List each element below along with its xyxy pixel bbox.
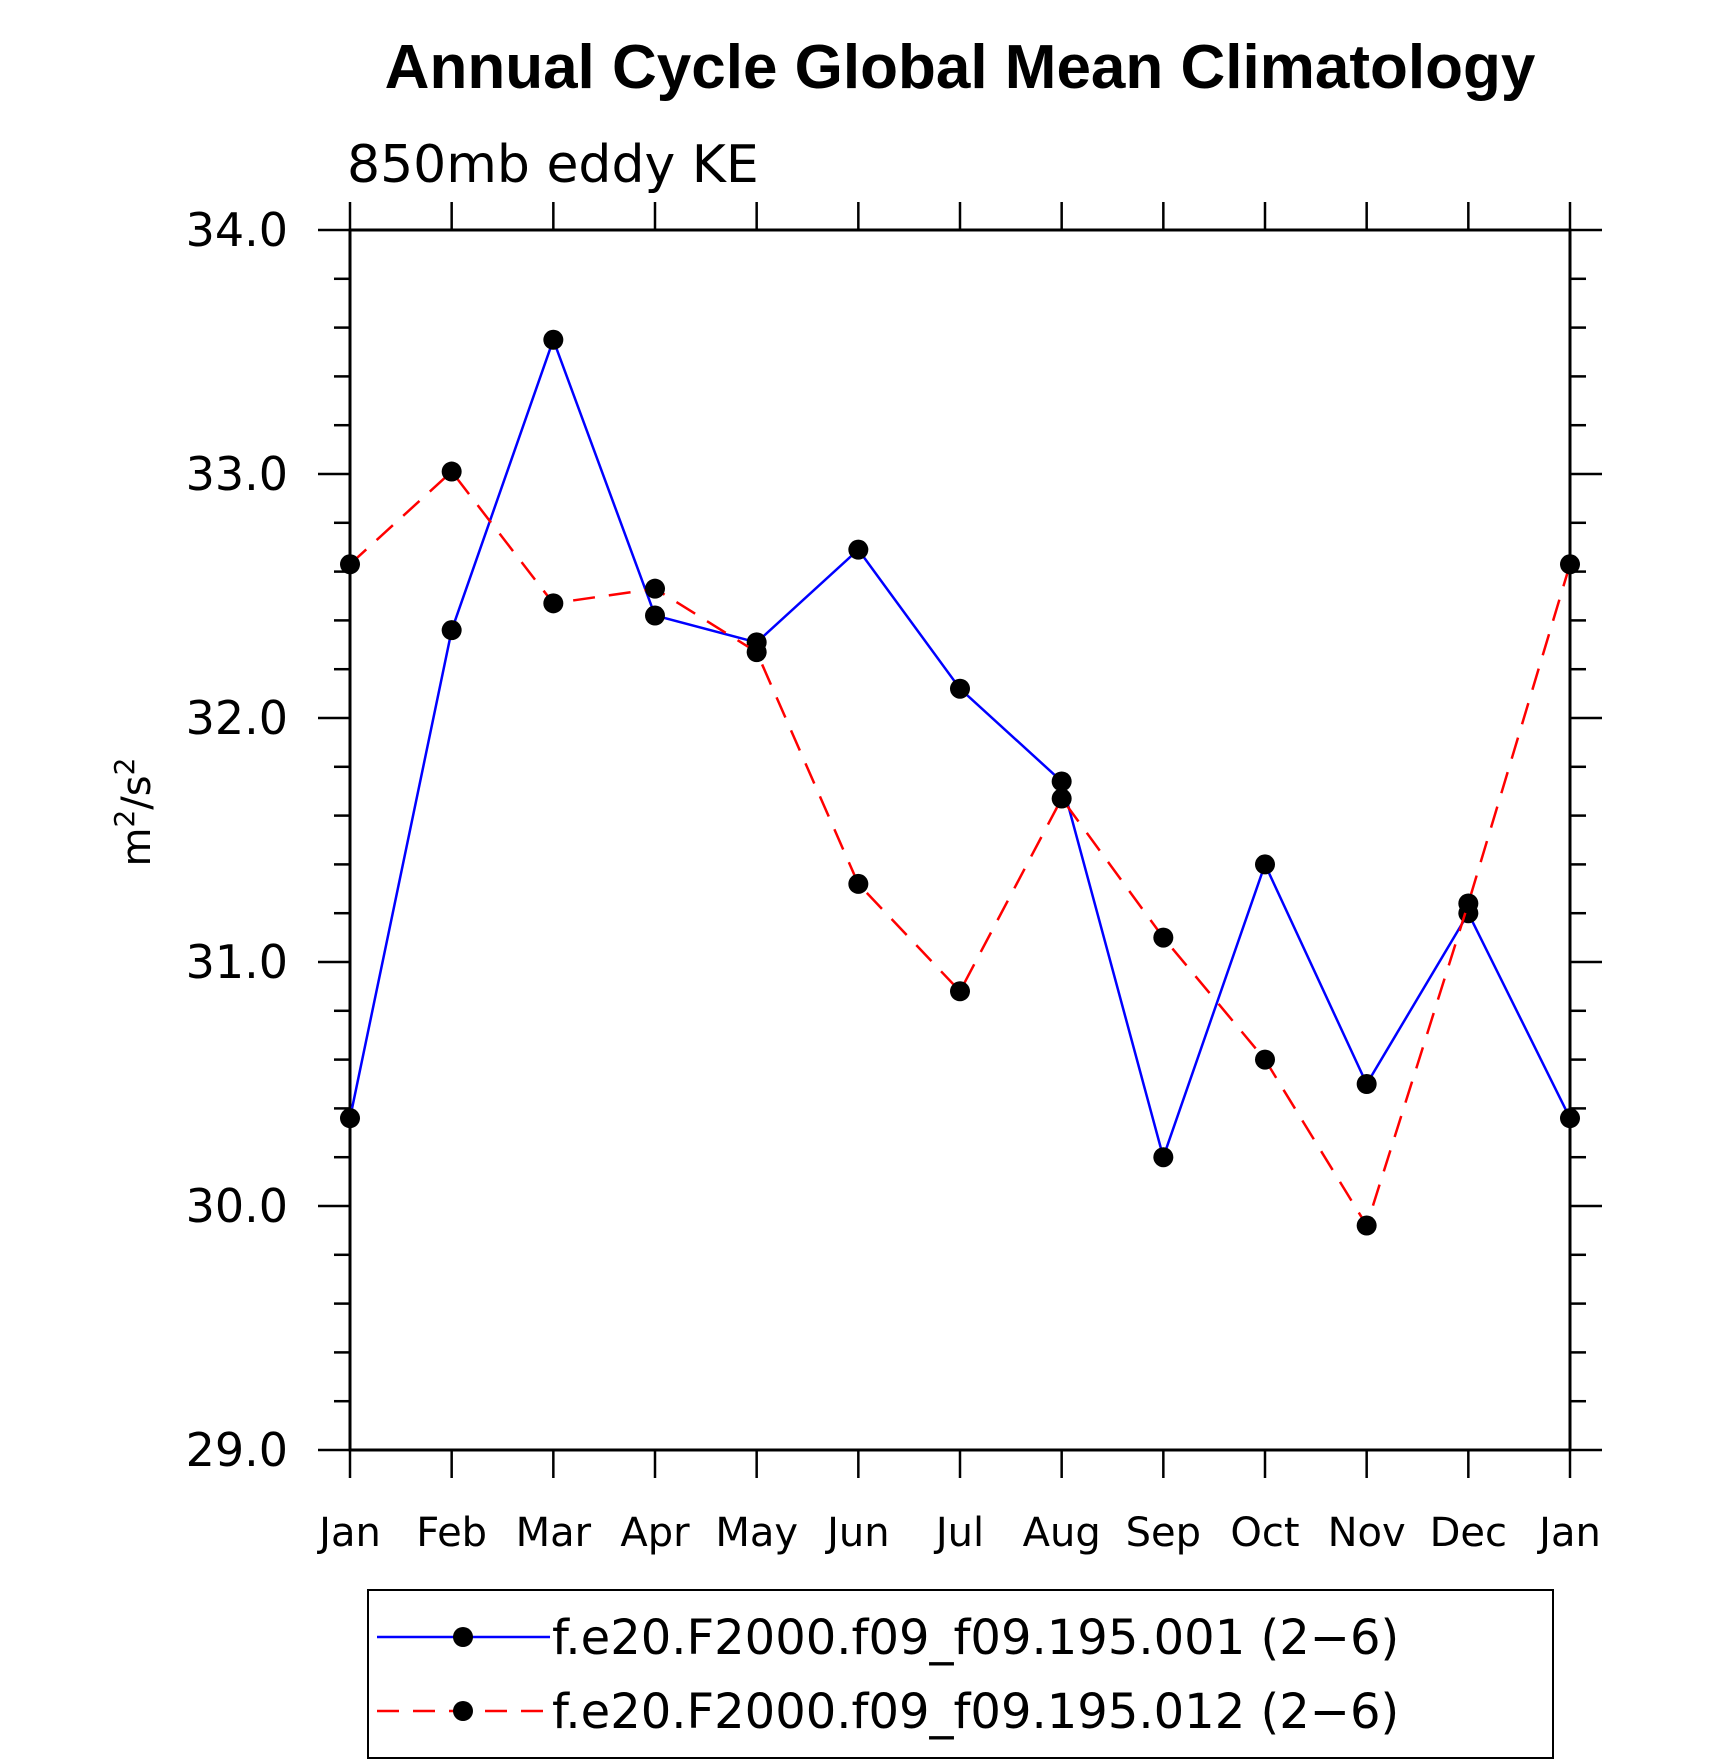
data-point-series-1 [1255,854,1275,875]
data-point-series-1 [1356,1074,1377,1094]
x-tick-label: Mar [516,1510,592,1556]
x-tick-label: Oct [1230,1510,1299,1556]
x-tick-label: Jun [824,1510,890,1556]
legend-marker-2 [453,1701,473,1721]
y-tick-label: 30.0 [186,1179,288,1233]
data-point-series-2 [543,593,564,614]
data-point-series-1 [950,678,970,699]
data-point-series-1 [848,539,869,560]
y-axis-label: m2/s2 [108,758,160,867]
data-point-series-1 [645,605,665,626]
x-tick-label: Aug [1023,1510,1101,1556]
y-tick-label: 32.0 [186,691,288,745]
data-point-series-1 [340,1108,360,1129]
data-point-series-2 [848,873,869,894]
x-tick-label: Jul [933,1510,984,1556]
chart-title: Annual Cycle Global Mean Climatology [385,33,1536,102]
series-layer [340,329,1580,1236]
x-tick-label: Sep [1126,1510,1201,1556]
data-point-series-2 [441,461,462,482]
legend-box [367,1589,1554,1759]
y-tick-labels: 29.0 30.0 31.0 32.0 33.0 34.0 [186,203,288,1477]
data-point-series-2 [1458,893,1479,914]
legend-label-1: f.e20.F2000.f09_f09.195.001 (2−6) [552,1610,1399,1666]
x-tick-label: Nov [1328,1510,1406,1556]
data-point-series-2 [950,981,970,1002]
legend-marker-1 [453,1627,473,1647]
x-tick-label: May [715,1510,798,1556]
axis-ticks [318,202,1602,1478]
data-point-series-2 [1255,1049,1275,1070]
y-tick-label: 34.0 [186,203,288,257]
data-point-series-2 [340,554,360,575]
x-tick-label: Apr [620,1510,690,1556]
data-point-series-1 [441,620,462,641]
x-tick-labels: Jan Feb Mar Apr May Jun Jul Aug Sep Oct Nov Dec Jan [316,1510,1601,1556]
data-point-series-2 [1153,927,1174,948]
data-point-series-2 [1560,554,1580,575]
plot-frame [348,228,1572,1452]
data-point-series-2 [1051,788,1072,809]
data-point-series-2 [746,642,767,663]
x-tick-label: Feb [416,1510,487,1556]
data-point-series-2 [1356,1215,1377,1236]
y-tick-label: 29.0 [186,1423,288,1477]
chart-subtitle: 850mb eddy KE [347,135,759,195]
data-point-series-1 [1153,1147,1174,1168]
data-point-series-1 [1051,771,1072,792]
series-line-2 [349,469,1572,1229]
data-point-series-1 [543,329,564,350]
legend-label-2: f.e20.F2000.f09_f09.195.012 (2−6) [552,1684,1399,1740]
y-tick-label: 31.0 [186,935,288,989]
x-tick-label: Jan [316,1510,381,1556]
data-point-series-2 [645,578,665,599]
x-tick-label: Dec [1430,1510,1507,1556]
legend: f.e20.F2000.f09_f09.195.001 (2−6) f.e20.… [367,1589,1554,1759]
x-tick-label: Jan [1536,1510,1601,1556]
y-tick-label: 33.0 [186,447,288,501]
series-line-1 [348,336,1572,1162]
data-point-series-1 [1560,1108,1580,1129]
